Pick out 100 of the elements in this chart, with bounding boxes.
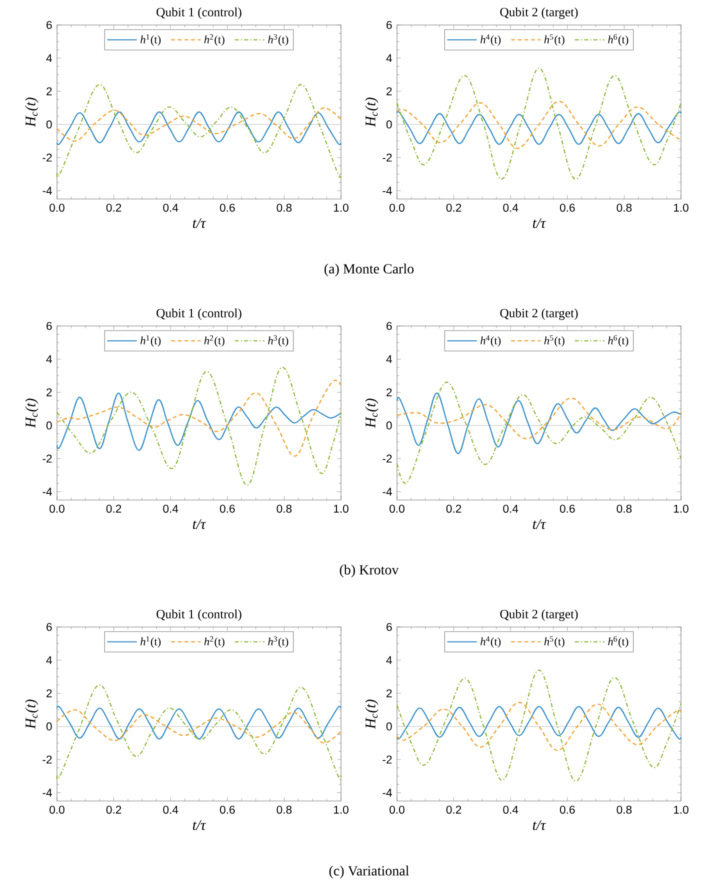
y-axis-title: H$_{c}$(t) [25,700,38,729]
x-tick-label: 1.0 [334,204,348,212]
legend-label: h$^{4}$(t) [480,636,501,648]
x-tick-label: 1.0 [674,204,688,212]
y-tick-label: -2 [42,756,52,764]
y-tick-label: 4 [386,355,392,364]
x-tick-label: 0.0 [50,204,64,212]
x-tick-label: 0.0 [50,806,64,814]
y-tick-label: 4 [386,656,392,664]
x-tick-label: 0.8 [276,504,292,513]
y-axis-title: H$_{c}$(t) [25,398,38,428]
legend-label: h$^{2}$(t) [204,34,224,46]
y-tick-label: 6 [46,322,52,330]
y-axis-title: H$_{c}$(t) [365,700,378,729]
text: (a) Monte Carlo [324,264,414,276]
y-axis-title: H$_{c}$(t) [365,398,378,428]
legend-label: h$^{2}$(t) [204,636,224,648]
line-series [396,392,682,454]
x-tick-label: 0.6 [560,204,575,212]
x-axis-title: t/τ [532,218,546,228]
x-tick-label: 0.2 [106,806,122,814]
x-tick-label: 0.6 [560,806,575,814]
x-tick-label: 0.4 [163,504,178,513]
y-tick-label: -2 [42,154,52,162]
x-tick-label: 0.8 [616,504,632,513]
legend-label: h$^{6}$(t) [608,636,628,648]
x-axis-title: t/τ [192,218,206,228]
x-tick-label: 0.2 [106,504,122,513]
x-tick-label: 0.8 [276,806,292,814]
y-axis-title: H$_{c}$(t) [365,98,378,127]
line-series [396,397,682,440]
y-tick-label: 6 [46,623,52,632]
x-tick-label: 0.4 [163,806,178,814]
y-tick-label: 2 [46,689,52,698]
x-axis-title: t/τ [532,820,546,830]
y-tick-label: 0 [386,722,392,730]
y-tick-label: 6 [386,623,392,632]
chart-title: Qubit 2 (target) [500,308,578,320]
legend-label: h$^{4}$(t) [480,335,501,347]
x-tick-label: 1.0 [674,806,688,814]
y-tick-label: -2 [382,154,392,162]
y-tick-label: 2 [46,388,52,396]
y-tick-label: -2 [382,756,392,764]
y-tick-label: 4 [386,54,392,62]
chart-title: Qubit 1 (control) [156,7,242,19]
y-tick-label: 6 [46,21,52,30]
y-axis-title: H$_{c}$(t) [25,98,38,127]
y-tick-label: 2 [386,388,392,396]
text: (b) Krotov [340,564,399,578]
x-tick-label: 0.4 [503,504,518,513]
legend-label: h$^{3}$(t) [268,335,288,347]
x-tick-label: 1.0 [334,504,348,513]
x-tick-label: 0.0 [50,504,64,513]
chart-title: Qubit 1 (control) [156,609,242,621]
x-tick-label: 0.2 [446,204,462,212]
legend-label: h$^{6}$(t) [608,335,628,347]
y-tick-label: -4 [382,488,392,496]
y-tick-label: 0 [386,120,392,128]
x-tick-label: 0.2 [446,504,462,513]
line-series [396,706,682,739]
x-tick-label: 0.6 [560,504,575,513]
y-tick-label: 0 [386,421,392,430]
y-tick-label: -2 [42,454,52,463]
x-axis-title: t/τ [192,820,206,830]
y-tick-label: 4 [46,355,52,364]
line-series [56,392,342,451]
legend-label: h$^{2}$(t) [204,335,224,347]
y-tick-label: -4 [382,788,392,797]
y-tick-label: -4 [42,186,52,195]
x-tick-label: 0.4 [503,204,518,212]
x-tick-label: 0.6 [220,806,235,814]
y-tick-label: 0 [46,421,52,430]
x-tick-label: 0.2 [446,806,462,814]
x-tick-label: 0.6 [220,204,235,212]
legend-label: h$^{1}$(t) [140,335,161,347]
legend-label: h$^{3}$(t) [268,636,288,648]
y-tick-label: 4 [46,54,52,62]
y-tick-label: 6 [386,21,392,30]
line-series [396,100,682,150]
y-tick-label: -2 [382,454,392,463]
legend-label: h$^{1}$(t) [140,34,161,46]
x-tick-label: 0.0 [390,806,404,814]
x-axis-title: t/τ [532,519,546,530]
x-axis-title: t/τ [192,519,206,530]
y-tick-label: 2 [386,689,392,698]
y-tick-label: 2 [386,87,392,96]
legend-label: h$^{5}$(t) [544,636,564,648]
x-tick-label: 0.0 [390,504,404,513]
line-series [396,112,682,145]
x-tick-label: 1.0 [334,806,348,814]
y-tick-label: 4 [46,656,52,664]
x-tick-label: 1.0 [674,504,688,513]
line-series [396,669,682,782]
y-tick-label: 2 [46,87,52,96]
legend-label: h$^{4}$(t) [480,34,501,46]
line-series [396,67,682,180]
x-tick-label: 0.0 [390,204,404,212]
y-tick-label: 0 [46,120,52,128]
y-tick-label: -4 [382,186,392,195]
chart-title: Qubit 2 (target) [500,7,578,19]
